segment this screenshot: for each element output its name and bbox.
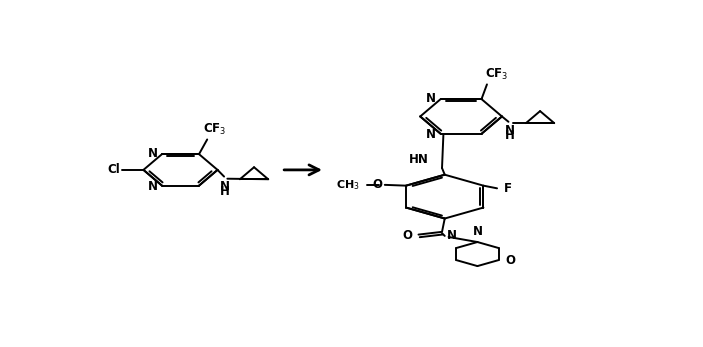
Text: H: H [505,129,515,142]
Text: CF$_3$: CF$_3$ [485,67,508,82]
Text: N: N [505,124,515,137]
Text: N: N [426,128,437,141]
Text: HN: HN [408,153,428,166]
Text: N: N [447,229,457,243]
Text: Cl: Cl [108,163,120,176]
Text: F: F [503,182,512,195]
Text: N: N [220,180,230,193]
Text: N: N [473,225,483,238]
Text: CF$_3$: CF$_3$ [202,122,226,137]
Text: N: N [426,92,437,105]
Text: CH$_3$: CH$_3$ [336,178,360,192]
Text: N: N [148,180,157,193]
Text: O: O [505,254,515,266]
Text: N: N [148,147,157,160]
Text: H: H [220,185,230,197]
Text: O: O [403,229,413,243]
Text: O: O [373,178,382,191]
